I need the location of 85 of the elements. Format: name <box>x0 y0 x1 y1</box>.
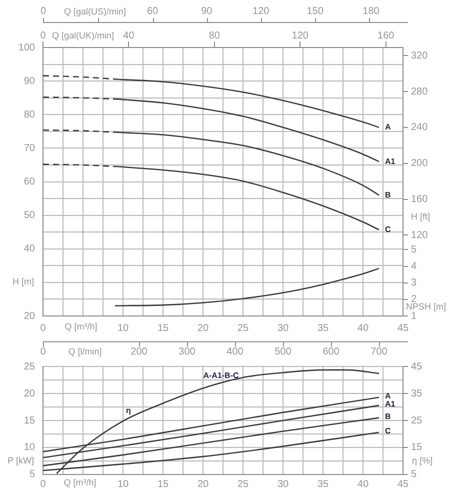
text: Q [gal(US)/min] <box>64 6 126 16</box>
series-label: C <box>385 224 391 234</box>
x-tick-label: 30 <box>277 479 289 490</box>
y-tick-label: 15 <box>24 415 36 426</box>
y2-tick-label: 120 <box>411 230 428 241</box>
y2-tick-label: 5 <box>411 469 417 480</box>
x2-tick-label: 80 <box>208 30 220 42</box>
x-tick-label: 20 <box>197 479 209 490</box>
x-tick-label: 0 <box>40 479 46 490</box>
y-tick-label: 20 <box>24 388 36 400</box>
x-tick-label: 10 <box>117 479 129 490</box>
series-label: A1 <box>385 156 396 166</box>
x2-tick-label: 700 <box>370 346 388 358</box>
x-tick-label: 40 <box>357 322 369 334</box>
x-tick-label: 30 <box>277 322 289 334</box>
x-tick-label: 45 <box>397 322 409 334</box>
y2-tick-label: 45 <box>411 361 423 372</box>
y3-axis-title: NPSH [m] <box>406 301 446 312</box>
x-tick-label: 15 <box>157 479 169 490</box>
text: 90 <box>201 6 212 17</box>
y2-tick-label: 280 <box>411 86 428 98</box>
text: 60 <box>146 6 158 17</box>
y2-tick-label: 25 <box>411 415 423 426</box>
x-tick-label: 35 <box>317 479 329 490</box>
x-tick-label: 35 <box>317 322 329 334</box>
series-label: C <box>385 426 391 436</box>
text: 150 <box>306 6 324 17</box>
y-tick-label: 20 <box>24 310 36 322</box>
series-label: B <box>385 412 391 422</box>
text: 180 <box>362 6 380 17</box>
series-label: A <box>385 122 391 132</box>
y-tick-label: 10 <box>24 442 36 454</box>
y-tick-label: 100 <box>18 42 36 54</box>
x2-tick-label: 120 <box>292 30 309 42</box>
text: 120 <box>252 6 270 17</box>
y2-axis-title: H [ft] <box>411 211 430 222</box>
y-axis-title: P [kW] <box>8 455 34 466</box>
x-tick-label: 25 <box>237 479 249 490</box>
x-axis-title: Q [m³/h] <box>64 477 96 488</box>
y2-tick-label: 240 <box>411 122 428 134</box>
line-series <box>114 268 380 306</box>
series-label: B <box>385 190 391 200</box>
x2-tick-label: 0 <box>40 30 46 42</box>
x2-tick-label: 200 <box>130 346 148 358</box>
x2-tick-label: 400 <box>226 346 244 358</box>
x2-tick-label: 500 <box>274 346 292 358</box>
y-tick-label: 25 <box>24 361 36 372</box>
x2-tick-label: 40 <box>123 30 135 42</box>
y2-axis-title: η [%] <box>412 455 433 466</box>
y-tick-label: 80 <box>24 109 36 120</box>
x2-tick-label: 600 <box>322 346 340 358</box>
y-tick-label: 60 <box>24 176 36 188</box>
x-tick-label: 20 <box>197 322 209 334</box>
y2-tick-label: 320 <box>411 50 428 62</box>
y3-tick-label: 4 <box>411 261 417 272</box>
y2-tick-label: 160 <box>411 194 428 206</box>
x2-tick-label: 0 <box>40 346 46 358</box>
annotation: A-A1-B-C <box>203 371 239 380</box>
y-axis-title: H [m] <box>12 276 34 286</box>
x-tick-label: 40 <box>357 479 369 490</box>
y-tick-label: 90 <box>24 76 36 87</box>
x-tick-label: 15 <box>157 322 169 334</box>
series-label: η <box>126 406 131 416</box>
x-axis-title: Q [m³/h] <box>64 321 98 332</box>
y2-tick-label: 15 <box>411 442 423 454</box>
series-label: A <box>385 392 391 401</box>
x2-axis-title: Q [l/min] <box>68 346 102 356</box>
series-label: A1 <box>385 400 396 409</box>
y-tick-label: 50 <box>24 210 36 222</box>
x2-tick-label: 300 <box>178 346 196 358</box>
y3-tick-label: 1 <box>411 310 417 322</box>
text: 0 <box>40 6 46 17</box>
y3-tick-label: 5 <box>411 244 417 256</box>
x-tick-label: 45 <box>397 479 409 490</box>
x2-tick-label: 160 <box>378 30 395 42</box>
y-tick-label: 40 <box>24 244 36 255</box>
x2-axis-title: Q [gal(UK)/min] <box>52 30 114 40</box>
y-tick-label: 70 <box>24 142 36 154</box>
y3-tick-label: 3 <box>411 278 417 289</box>
y-tick-label: 5 <box>29 469 36 480</box>
x-tick-label: 25 <box>237 322 249 334</box>
x-tick-label: 10 <box>117 322 129 334</box>
y2-tick-label: 35 <box>411 388 423 400</box>
y2-tick-label: 200 <box>411 158 428 170</box>
x-tick-label: 0 <box>40 322 46 334</box>
